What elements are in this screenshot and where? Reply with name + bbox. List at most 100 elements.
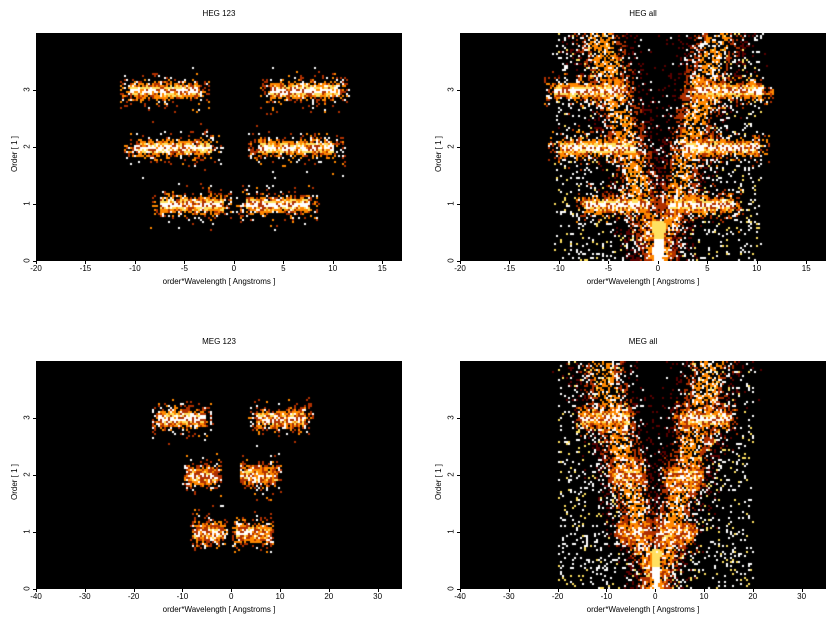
x-tick-mark bbox=[84, 589, 86, 592]
y-tick-label: 3 bbox=[22, 415, 32, 420]
x-tick-mark bbox=[36, 589, 37, 592]
x-tick-mark bbox=[233, 261, 235, 264]
y-tick-mark bbox=[33, 589, 36, 590]
x-tick-label: -10 bbox=[553, 264, 565, 273]
y-axis-label: Order [ 1 ] bbox=[10, 135, 19, 172]
y-tick-mark bbox=[457, 418, 460, 419]
y-tick-mark bbox=[33, 261, 36, 262]
x-tick-label: 20 bbox=[748, 592, 758, 601]
y-tick-label: 0 bbox=[22, 258, 32, 263]
x-tick-mark bbox=[460, 261, 461, 264]
x-tick-mark bbox=[707, 261, 709, 264]
y-tick-mark bbox=[457, 532, 460, 533]
y-tick-label: 3 bbox=[446, 87, 456, 92]
x-tick-label: 5 bbox=[705, 264, 710, 273]
plot-area-heg-all bbox=[460, 33, 826, 261]
y-tick-label: 1 bbox=[22, 529, 32, 534]
x-tick-label: -10 bbox=[600, 592, 613, 601]
x-tick-label: 0 bbox=[655, 264, 661, 273]
y-tick-mark bbox=[33, 418, 36, 419]
x-tick-label: 20 bbox=[324, 592, 334, 601]
x-tick-mark bbox=[133, 589, 135, 592]
x-tick-mark bbox=[756, 261, 758, 264]
heatmap-canvas bbox=[36, 33, 402, 261]
y-tick-label: 1 bbox=[446, 529, 456, 534]
x-tick-label: -15 bbox=[503, 264, 516, 273]
x-tick-mark bbox=[704, 589, 705, 592]
x-tick-mark bbox=[231, 589, 233, 592]
x-tick-label: 10 bbox=[275, 592, 285, 601]
x-tick-label: 30 bbox=[797, 592, 807, 601]
y-tick-label: 2 bbox=[22, 144, 32, 149]
x-tick-mark bbox=[280, 589, 281, 592]
x-tick-mark bbox=[85, 261, 87, 264]
x-tick-mark bbox=[508, 589, 510, 592]
x-tick-label: -10 bbox=[176, 592, 189, 601]
y-tick-mark bbox=[457, 147, 460, 148]
y-axis-label: Order [ 1 ] bbox=[434, 135, 443, 172]
x-tick-label: 15 bbox=[801, 264, 811, 273]
x-tick-label: -15 bbox=[79, 264, 92, 273]
x-tick-label: 0 bbox=[652, 592, 658, 601]
heatmap-canvas bbox=[36, 361, 402, 589]
x-tick-mark bbox=[806, 261, 808, 264]
x-tick-label: -20 bbox=[127, 592, 140, 601]
x-tick-mark bbox=[283, 261, 285, 264]
y-tick-label: 0 bbox=[446, 586, 456, 591]
x-tick-label: 0 bbox=[228, 592, 234, 601]
x-axis-label: order*Wavelength [ Angstroms ] bbox=[586, 605, 700, 614]
y-tick-mark bbox=[457, 90, 460, 91]
x-tick-label: -30 bbox=[79, 592, 91, 601]
heatmap-canvas bbox=[460, 33, 826, 261]
y-tick-mark bbox=[457, 261, 460, 262]
chart-title: HEG 123 bbox=[202, 9, 236, 18]
y-tick-label: 1 bbox=[22, 201, 32, 206]
y-tick-mark bbox=[457, 589, 460, 590]
y-tick-label: 1 bbox=[446, 201, 456, 206]
x-tick-mark bbox=[332, 261, 334, 264]
y-tick-label: 2 bbox=[22, 472, 32, 477]
heatmap-canvas bbox=[460, 361, 826, 589]
x-tick-mark bbox=[606, 589, 608, 592]
x-tick-label: 10 bbox=[699, 592, 709, 601]
chart-title: HEG all bbox=[629, 9, 657, 18]
x-tick-label: -5 bbox=[180, 264, 188, 273]
x-axis-label: order*Wavelength [ Angstroms ] bbox=[586, 277, 700, 286]
x-tick-mark bbox=[328, 589, 330, 592]
x-axis-label: order*Wavelength [ Angstroms ] bbox=[162, 277, 276, 286]
x-tick-mark bbox=[657, 261, 659, 264]
x-tick-label: -10 bbox=[129, 264, 141, 273]
plot-area-meg-123 bbox=[36, 361, 402, 589]
x-tick-label: 10 bbox=[752, 264, 762, 273]
x-tick-mark bbox=[460, 589, 461, 592]
x-tick-mark bbox=[377, 589, 379, 592]
x-tick-label: -5 bbox=[604, 264, 612, 273]
y-tick-mark bbox=[33, 90, 36, 91]
y-tick-mark bbox=[33, 147, 36, 148]
x-tick-mark bbox=[134, 261, 136, 264]
x-tick-mark bbox=[801, 589, 803, 592]
x-tick-mark bbox=[36, 261, 37, 264]
x-tick-label: -40 bbox=[30, 592, 42, 601]
y-axis-label: Order [ 1 ] bbox=[10, 463, 19, 500]
x-tick-label: 0 bbox=[231, 264, 237, 273]
x-tick-label: -30 bbox=[503, 592, 515, 601]
y-tick-label: 3 bbox=[446, 415, 456, 420]
x-tick-mark bbox=[382, 261, 384, 264]
y-tick-mark bbox=[457, 204, 460, 205]
x-tick-label: -20 bbox=[454, 264, 466, 273]
x-tick-label: -40 bbox=[454, 592, 466, 601]
x-tick-mark bbox=[557, 589, 559, 592]
plot-area-heg-123 bbox=[36, 33, 402, 261]
x-tick-mark bbox=[752, 589, 754, 592]
x-tick-mark bbox=[608, 261, 610, 264]
x-tick-label: 5 bbox=[281, 264, 286, 273]
y-tick-mark bbox=[33, 532, 36, 533]
x-tick-label: 30 bbox=[373, 592, 383, 601]
x-tick-mark bbox=[184, 261, 186, 264]
y-tick-label: 3 bbox=[22, 87, 32, 92]
y-tick-label: 2 bbox=[446, 472, 456, 477]
y-tick-mark bbox=[33, 204, 36, 205]
x-tick-label: -20 bbox=[30, 264, 42, 273]
x-tick-mark bbox=[182, 589, 184, 592]
